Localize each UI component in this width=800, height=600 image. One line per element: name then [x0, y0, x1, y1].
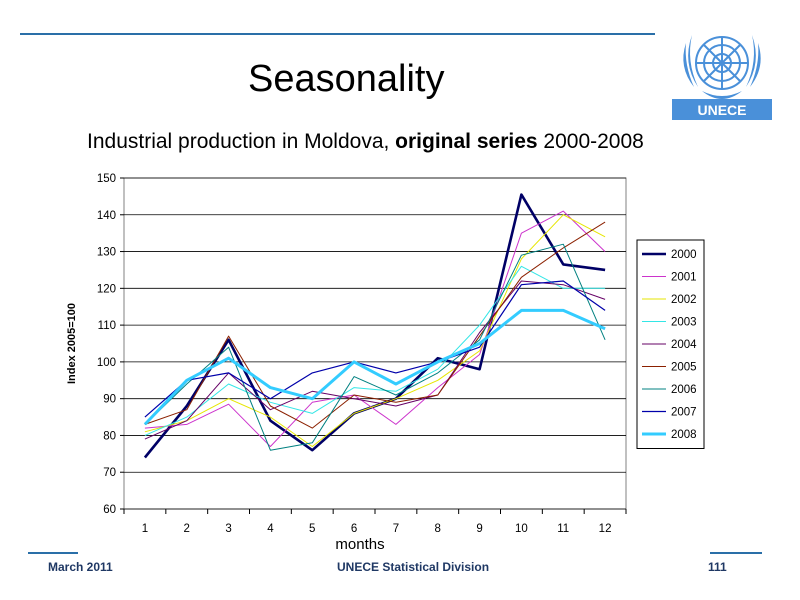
legend-label: 2008: [671, 429, 697, 441]
x-tick-label: 9: [476, 523, 482, 535]
y-tick-label: 150: [97, 173, 116, 185]
top-rule: [20, 33, 655, 35]
un-emblem-icon: UNECE: [672, 35, 772, 120]
legend-label: 2005: [671, 362, 697, 374]
footer-rule-left: [28, 552, 78, 554]
footer-date: March 2011: [48, 560, 113, 574]
series-line-2008: [143, 308, 606, 426]
y-tick-label: 60: [103, 504, 116, 516]
y-tick-label: 120: [97, 283, 116, 295]
legend-label: 2001: [671, 272, 697, 284]
x-tick-label: 3: [225, 523, 231, 535]
series-line-2001: [144, 210, 606, 447]
x-tick-label: 1: [142, 523, 148, 535]
footer-org: UNECE Statistical Division: [337, 560, 490, 574]
y-tick-label: 130: [97, 247, 116, 259]
x-axis-label: months: [335, 536, 384, 553]
footer-rule-right: [710, 552, 762, 554]
series-line-2003: [144, 265, 606, 436]
series-line-2006: [144, 243, 606, 451]
y-tick-label: 80: [103, 430, 116, 442]
y-tick-label: 110: [98, 320, 116, 332]
legend-label: 2007: [671, 407, 697, 419]
x-tick-label: 6: [351, 523, 357, 535]
y-tick-label: 90: [103, 394, 116, 406]
series-line-2002: [144, 214, 606, 447]
y-tick-label: 100: [97, 357, 116, 369]
x-tick-label: 4: [267, 523, 274, 535]
legend-label: 2002: [671, 294, 697, 306]
x-tick-label: 12: [599, 523, 612, 535]
plot-area: [123, 177, 627, 510]
legend-label: 2004: [671, 339, 697, 351]
legend-label: 2000: [671, 249, 697, 261]
series-line-2007: [144, 280, 606, 418]
x-tick-label: 8: [435, 523, 441, 535]
line-chart: 60 70 80 90 100 110 120 130 140 150 1 2 3 4 5 6 7 8 9 10 11 1…: [60, 165, 720, 560]
series-line-2005: [144, 221, 606, 429]
legend-label: 2003: [671, 317, 697, 329]
y-axis-label: Index 2005=100: [66, 303, 78, 384]
y-tick-label: 70: [103, 467, 116, 479]
series-line-2004: [144, 280, 606, 440]
logo-text: UNECE: [697, 102, 746, 118]
unece-logo: UNECE: [672, 15, 772, 120]
chart-subtitle: Industrial production in Moldova, origin…: [87, 130, 644, 153]
x-tick-label: 10: [515, 523, 528, 535]
x-tick-label: 2: [184, 523, 190, 535]
y-tick-label: 140: [97, 210, 116, 222]
legend-label: 2006: [671, 384, 697, 396]
slide-title: Seasonality: [248, 58, 445, 100]
footer-page-number: 111: [708, 560, 727, 574]
x-tick-label: 7: [393, 523, 399, 535]
x-tick-label: 11: [557, 523, 569, 535]
x-tick-label: 5: [309, 523, 315, 535]
